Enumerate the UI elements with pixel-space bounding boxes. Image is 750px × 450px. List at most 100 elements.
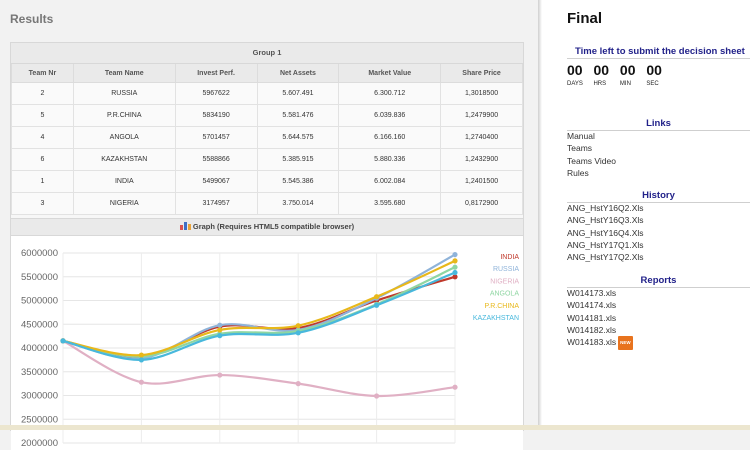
- history-file-link[interactable]: ANG_HstY17Q2.Xls: [567, 252, 644, 263]
- y-tick-label: 3500000: [21, 367, 58, 378]
- line-chart: 6000000 5500000 5000000 4500000 4000000 35000…: [11, 236, 523, 450]
- final-title: Final: [567, 10, 603, 27]
- new-badge: NEW: [618, 336, 633, 351]
- data-point: [217, 372, 223, 378]
- table-cell: 1,2479900: [440, 104, 523, 127]
- timer-divider: [567, 58, 750, 59]
- table-row: 1 INDIA 5499067 5.545.386 6.002.084 1,2401500: [11, 170, 523, 193]
- table-cell: 1,2432900: [440, 148, 523, 171]
- table-cell: 1,2401500: [440, 170, 523, 193]
- data-point: [138, 352, 144, 358]
- links-list: Manual Teams Teams Video Rules: [567, 130, 750, 179]
- data-point: [217, 327, 223, 333]
- history-list: ANG_HstY16Q2.Xls ANG_HstY16Q3.Xls ANG_Hs…: [567, 202, 750, 263]
- series-line-angola: [62, 266, 456, 358]
- table-cell: 6.166.160: [338, 126, 442, 149]
- link-teams-video[interactable]: Teams Video: [567, 155, 616, 166]
- panel-divider: [538, 0, 542, 430]
- table-cell: 1,2740400: [440, 126, 523, 149]
- data-point: [138, 379, 144, 385]
- reports-title: Reports: [567, 275, 750, 288]
- data-point: [452, 274, 458, 280]
- report-file-link[interactable]: W014173.xls: [567, 288, 617, 298]
- history-file-link[interactable]: ANG_HstY16Q4.Xls: [567, 227, 644, 238]
- data-point: [217, 322, 223, 328]
- table-header-row: Team Nr Team Name Invest Perf. Net Asset…: [11, 64, 523, 83]
- report-file-link[interactable]: W014183.xls NEW: [567, 336, 750, 351]
- table-cell: 5: [11, 104, 74, 127]
- series-line-nigeria: [62, 339, 456, 398]
- table-cell: 3174957: [174, 192, 258, 215]
- column-header[interactable]: Team Name: [72, 64, 176, 83]
- history-title: History: [567, 190, 750, 203]
- column-header[interactable]: Market Value: [338, 64, 442, 83]
- reports-list: W014173.xls W014174.xls W014181.xls W014…: [567, 287, 750, 351]
- legend-entry: RUSSIA: [493, 266, 519, 273]
- data-point: [452, 251, 458, 258]
- table-cell: RUSSIA: [72, 82, 176, 105]
- data-point: [60, 338, 66, 344]
- link-teams[interactable]: Teams: [567, 143, 593, 154]
- table-cell: 6.300.712: [338, 82, 442, 105]
- table-cell: 1,3018500: [440, 82, 523, 105]
- y-tick-label: 4000000: [21, 343, 58, 354]
- sidebar: Final Time left to submit the decision s…: [542, 0, 750, 430]
- graph-title: Graph (Requires HTML5 compatible browser…: [192, 222, 355, 231]
- table-cell: 5.607.491: [256, 82, 340, 105]
- report-file-link[interactable]: W014181.xls: [567, 312, 617, 323]
- table-cell: 5588866: [174, 148, 258, 171]
- table-row: 2 RUSSIA 5967622 5.607.491 6.300.712 1,301850…: [11, 82, 523, 105]
- table-row: 6 KAZAKHSTAN 5588866 5.385.915 5.880.336 1,24…: [11, 148, 523, 171]
- report-file-link[interactable]: W014174.xls: [567, 300, 617, 311]
- table-cell: 6.039.836: [338, 104, 442, 127]
- table-row: 5 P.R.CHINA 5834190 5.581.476 6.039.836 1,247…: [11, 104, 523, 127]
- table-cell: 6.002.084: [338, 170, 442, 193]
- table-cell: 4: [11, 126, 74, 149]
- data-point: [452, 269, 458, 276]
- table-cell: 5.880.336: [338, 148, 442, 171]
- history-file-link[interactable]: ANG_HstY16Q3.Xls: [567, 215, 644, 226]
- table-cell: 2: [11, 82, 74, 105]
- table-cell: 5.581.476: [256, 104, 340, 127]
- history-file-link[interactable]: ANG_HstY17Q1.Xls: [567, 239, 644, 250]
- legend-entry: INDIA: [500, 254, 519, 261]
- table-cell: 3: [11, 192, 74, 215]
- data-point: [452, 258, 458, 264]
- table-row: 3 NIGERIA 3174957 3.750.014 3.595.680 0,81729…: [11, 192, 523, 215]
- column-header[interactable]: Net Assets: [256, 64, 340, 83]
- report-file-name: W014183.xls: [567, 337, 617, 348]
- series-line-kazakhstan: [62, 271, 456, 361]
- countdown-hours: 00 HRS: [593, 62, 610, 87]
- report-file-link[interactable]: W014182.xls: [567, 324, 617, 335]
- table-cell: INDIA: [72, 170, 176, 193]
- countdown: 00 DAYS 00 HRS 00 MIN 00 SEC: [567, 62, 668, 90]
- y-tick-label: 2500000: [21, 414, 58, 425]
- data-point: [374, 294, 380, 300]
- table-cell: 1: [11, 170, 74, 193]
- countdown-seconds: 00 SEC: [646, 62, 662, 87]
- link-rules[interactable]: Rules: [567, 167, 589, 178]
- table-cell: KAZAKHSTAN: [72, 148, 176, 171]
- y-tick-label: 5000000: [21, 296, 58, 307]
- column-header[interactable]: Team Nr: [11, 64, 74, 83]
- y-tick-label: 3000000: [21, 391, 58, 402]
- data-point: [138, 357, 144, 363]
- legend-entry: ANGOLA: [490, 291, 520, 298]
- bar-chart-icon: [179, 222, 191, 230]
- column-header[interactable]: Invest Perf.: [174, 64, 258, 83]
- chart-background: [11, 236, 523, 450]
- table-cell: 3.595.680: [338, 192, 442, 215]
- history-file-link[interactable]: ANG_HstY16Q2.Xls: [567, 203, 644, 213]
- table-cell: 5.644.575: [256, 126, 340, 149]
- data-point: [452, 384, 458, 390]
- table-cell: NIGERIA: [72, 192, 176, 215]
- table-row: 4 ANGOLA 5701457 5.644.575 6.166.160 1,274040…: [11, 126, 523, 149]
- column-header[interactable]: Share Price: [440, 64, 523, 83]
- table-cell: 5.545.386: [256, 170, 340, 193]
- series-line-prchina: [62, 259, 456, 357]
- link-manual[interactable]: Manual: [567, 131, 595, 141]
- legend-entry: NIGERIA: [490, 278, 519, 285]
- table-cell: 5967622: [174, 82, 258, 105]
- y-tick-label: 6000000: [21, 248, 58, 259]
- bottom-bar: [0, 425, 750, 430]
